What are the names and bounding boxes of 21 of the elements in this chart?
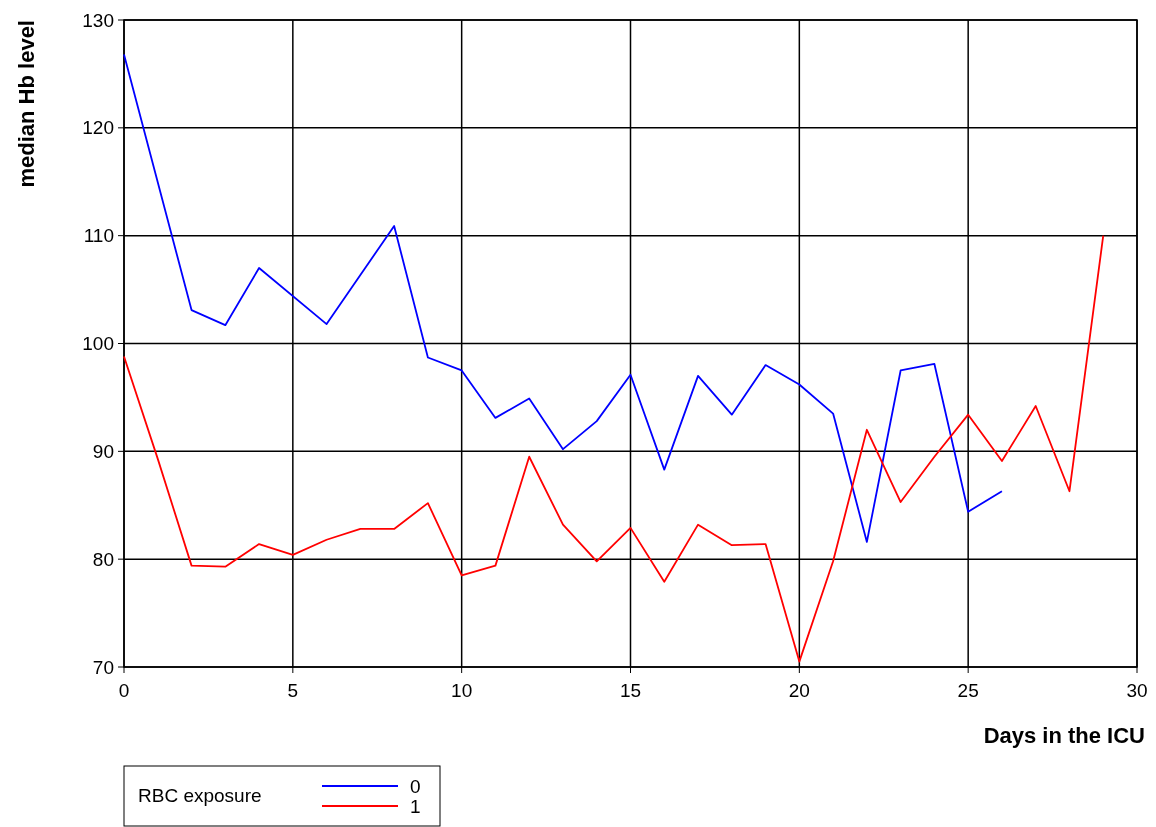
x-axis-title: Days in the ICU [983,723,1145,748]
line-series [123,234,1105,663]
x-tick-label: 25 [957,680,979,701]
legend-title: RBC exposure [138,785,262,806]
legend-label: 0 [410,775,421,797]
y-tick-label: 70 [92,656,114,678]
x-tick-label: 10 [451,680,473,701]
x-tick-label: 5 [287,680,299,701]
x-tick-label: 30 [1126,680,1148,701]
y-axis-title: median Hb level [14,20,39,188]
y-tick-label: 80 [92,548,114,570]
x-tick-label: 15 [619,680,642,701]
x-tick-label: 20 [788,680,810,701]
legend-label: 1 [410,795,421,817]
y-tick-label: 130 [82,9,114,31]
y-tick-label: 100 [82,333,114,355]
line-series [123,53,1003,543]
y-tick-label: 90 [92,440,114,462]
y-tick-label: 120 [82,117,114,139]
x-tick-label: 0 [118,680,130,701]
y-tick-label: 110 [83,225,114,247]
